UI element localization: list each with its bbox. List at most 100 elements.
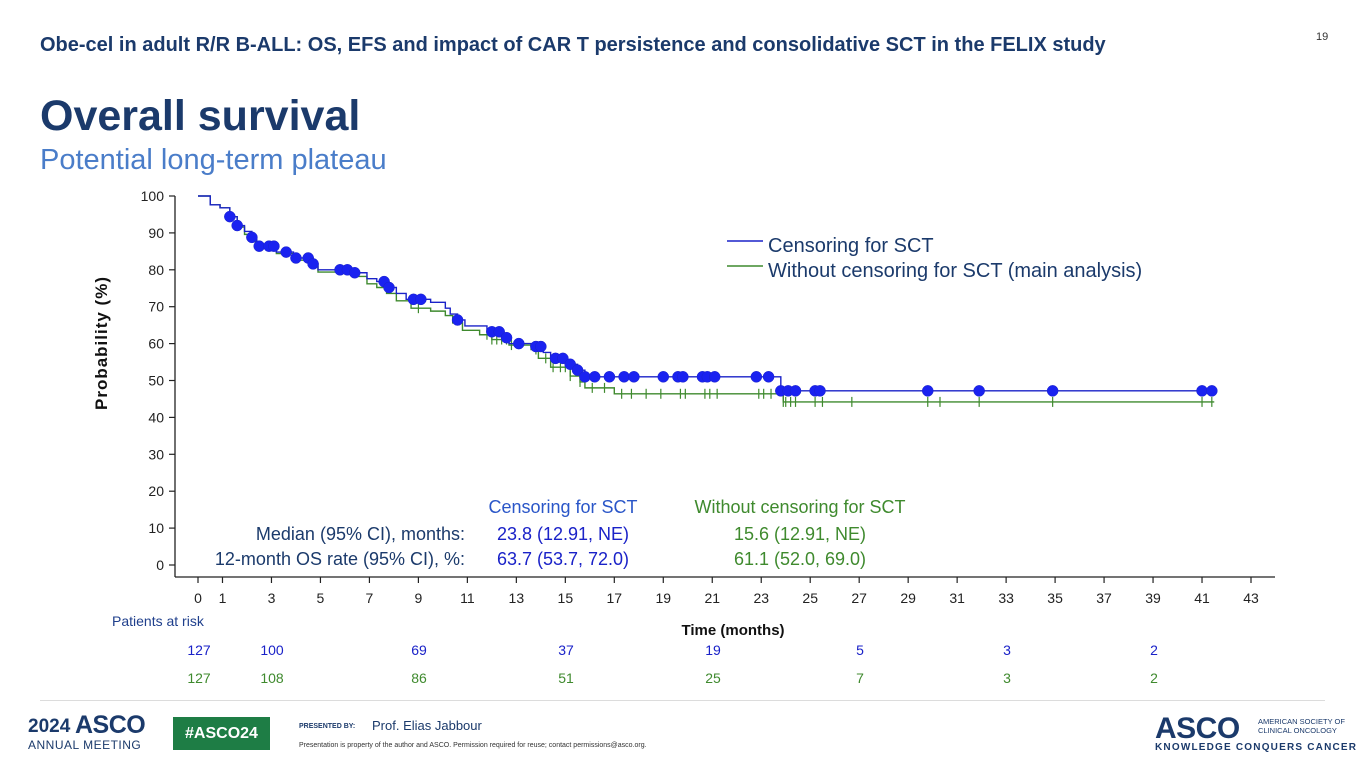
y-tick-label: 0 [156,557,164,573]
y-tick-label: 100 [141,188,165,204]
asco-logo-subtitle: AMERICAN SOCIETY OF CLINICAL ONCOLOGY [1258,717,1345,735]
y-tick-label: 60 [148,336,164,352]
stats-row-label: 12-month OS rate (95% CI), %: [215,549,465,569]
x-tick-label: 5 [317,590,325,606]
stats-value-censoring: 23.8 (12.91, NE) [497,524,629,544]
y-tick-label: 80 [148,262,164,278]
chart-legend: Censoring for SCT Without censoring for S… [727,235,1142,282]
at-risk-value: 108 [260,670,284,686]
asco-tagline: KNOWLEDGE CONQUERS CANCER [1155,742,1358,753]
at-risk-value: 37 [558,642,574,658]
x-tick-label: 1 [219,590,227,606]
x-tick-label: 7 [366,590,374,606]
censor-marker [762,371,775,383]
at-risk-value: 86 [411,670,427,686]
censor-marker [1046,385,1059,397]
censor-marker [814,385,826,397]
page-subtitle: Potential long-term plateau [40,144,387,176]
at-risk-value: 2 [1150,642,1158,658]
footer-divider [40,700,1325,701]
at-risk-value: 19 [705,642,721,658]
y-axis-title: Probability (%) [92,276,111,410]
x-axis-title: Time (months) [681,622,784,639]
x-tick-label: 9 [414,590,422,606]
x-tick-label: 25 [802,590,818,606]
at-risk-label: Patients at risk [112,613,205,629]
at-risk-value: 100 [260,642,284,658]
y-tick-label: 30 [148,446,164,462]
x-tick-label: 21 [704,590,720,606]
y-tick-label: 10 [148,520,164,536]
at-risk-value: 3 [1003,642,1011,658]
slide-number: 19 [1316,31,1329,43]
at-risk-value: 127 [187,670,211,686]
censor-marker [224,210,236,223]
x-tick-label: 17 [607,590,623,606]
y-tick-label: 50 [148,373,164,389]
censor-marker [628,371,640,383]
legend-label: Without censoring for SCT (main analysis… [768,260,1142,282]
series-line-without-censoring [198,195,1215,403]
slide-header-title: Obe-cel in adult R/R B-ALL: OS, EFS and … [40,34,1106,56]
x-tick-label: 11 [460,590,475,606]
x-tick-label: 39 [1145,590,1161,606]
censor-marker [246,231,258,244]
censor-marker [231,219,243,232]
at-risk-value: 3 [1003,670,1011,686]
x-tick-label: 0 [194,590,202,606]
stats-value-censoring: 63.7 (53.7, 72.0) [497,549,629,569]
asco-logo: ASCO [1155,712,1240,745]
censor-marker [268,240,280,252]
asco-annual-logo: ASCO [75,711,146,739]
stats-table: Censoring for SCT Without censoring for S… [215,497,906,569]
censor-marker [579,371,591,383]
at-risk-value: 51 [558,670,574,686]
censor-marker [290,252,302,264]
at-risk-value: 7 [856,670,864,686]
censor-marker [253,240,265,252]
page-title: Overall survival [40,92,361,140]
censor-marker [383,281,395,294]
hashtag-badge: #ASCO24 [173,717,270,750]
stats-row-label: Median (95% CI), months: [256,524,465,544]
legend-label: Censoring for SCT [768,235,934,257]
censor-marker [513,337,525,350]
x-tick-label: 13 [509,590,525,606]
x-tick-label: 41 [1194,590,1210,606]
censor-marker [657,371,670,383]
x-tick-label: 3 [268,590,276,606]
censor-marker [1196,385,1208,397]
y-tick-label: 90 [148,225,164,241]
censor-marker [280,246,292,258]
y-tick-label: 70 [148,299,164,315]
y-tick-label: 20 [148,483,164,499]
censor-marker [348,267,361,279]
censor-marker [535,340,547,353]
censor-marker [603,371,616,383]
presented-by-label: PRESENTED BY: [299,723,356,730]
censor-marker [750,371,763,383]
censor-marker [500,331,513,344]
censor-marker [618,371,630,383]
series-line-censoring-sct [198,195,1215,392]
presenter-name: Prof. Elias Jabbour [372,718,482,733]
stats-value-without: 61.1 (52.0, 69.0) [734,549,866,569]
x-tick-label: 29 [900,590,916,606]
x-tick-label: 33 [998,590,1014,606]
asco-annual-logo-year: 2024 [28,716,71,737]
at-risk-value: 69 [411,642,427,658]
censor-marker [708,371,721,383]
censor-marker [451,314,464,326]
stats-header-censoring: Censoring for SCT [488,497,637,517]
censor-marker [789,385,802,397]
at-risk-value: 5 [856,642,864,658]
censor-marker [571,364,584,376]
censor-marker [677,371,689,383]
censor-marker [415,293,427,306]
x-tick-label: 23 [753,590,769,606]
x-tick-label: 37 [1096,590,1112,606]
censor-marker [922,385,934,397]
